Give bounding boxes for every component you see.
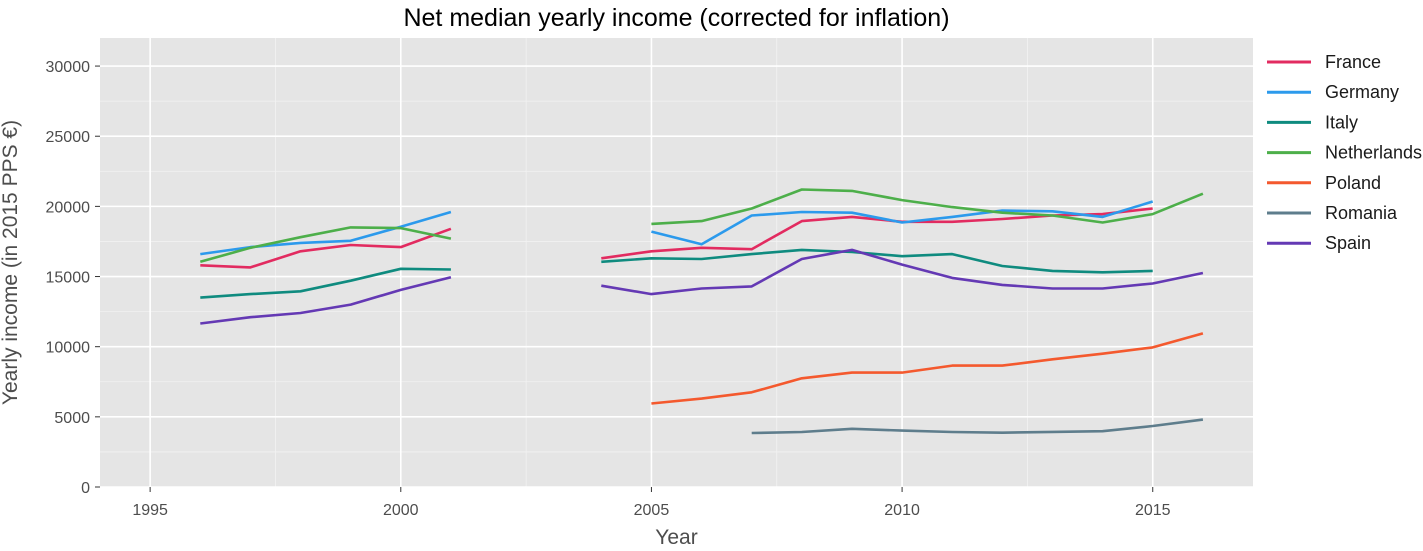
legend: France Germany Italy Netherlands Poland Roman… bbox=[1267, 52, 1422, 253]
series-spain bbox=[200, 248, 1204, 325]
x-tick-label: 2000 bbox=[383, 502, 419, 519]
y-tick-label: 10000 bbox=[46, 340, 91, 357]
series-line-netherlands bbox=[199, 226, 452, 264]
series-line-romania bbox=[751, 418, 1204, 435]
series-line-germany bbox=[200, 210, 452, 256]
legend-item-france: France bbox=[1267, 52, 1381, 72]
series-romania bbox=[751, 418, 1204, 435]
series-lines bbox=[199, 188, 1204, 435]
y-tick-label: 20000 bbox=[46, 199, 91, 216]
chart-title: Net median yearly income (corrected for … bbox=[403, 4, 949, 32]
y-tick-label: 15000 bbox=[46, 270, 91, 287]
legend-label: Spain bbox=[1325, 233, 1371, 253]
legend-label: Netherlands bbox=[1325, 143, 1422, 163]
x-tick-label: 2010 bbox=[884, 502, 920, 519]
y-tick-label: 0 bbox=[81, 480, 90, 497]
series-line-spain bbox=[601, 248, 1204, 296]
legend-item-netherlands: Netherlands bbox=[1267, 143, 1422, 163]
series-line-france bbox=[601, 207, 1153, 260]
series-poland bbox=[651, 332, 1204, 405]
y-tick-label: 5000 bbox=[54, 410, 90, 427]
x-axis-title: Year bbox=[655, 526, 697, 546]
series-line-poland bbox=[651, 332, 1204, 405]
series-line-france bbox=[200, 227, 452, 269]
series-netherlands bbox=[199, 188, 1204, 264]
plot-background bbox=[100, 38, 1253, 487]
series-line-spain bbox=[200, 275, 452, 325]
legend-label: France bbox=[1325, 52, 1381, 72]
legend-label: Germany bbox=[1325, 82, 1399, 102]
legend-label: Romania bbox=[1325, 203, 1398, 223]
series-italy bbox=[200, 248, 1153, 299]
legend-item-romania: Romania bbox=[1267, 203, 1398, 223]
gridlines bbox=[100, 38, 1253, 488]
series-line-germany bbox=[651, 200, 1154, 246]
series-france bbox=[200, 207, 1153, 269]
legend-label: Italy bbox=[1325, 112, 1358, 132]
legend-item-spain: Spain bbox=[1267, 233, 1371, 253]
y-axis-title: Yearly income (in 2015 PPS €) bbox=[0, 120, 22, 405]
legend-item-italy: Italy bbox=[1267, 112, 1358, 132]
axes: 1995 2000 2005 2010 2015 0 5000 10000 15000 20000… bbox=[46, 59, 1171, 519]
x-tick-label: 2005 bbox=[634, 502, 670, 519]
legend-label: Poland bbox=[1325, 173, 1381, 193]
y-tick-label: 25000 bbox=[46, 129, 91, 146]
legend-item-poland: Poland bbox=[1267, 173, 1381, 193]
series-line-netherlands bbox=[651, 188, 1204, 226]
x-tick-label: 1995 bbox=[132, 502, 168, 519]
x-tick-label: 2015 bbox=[1135, 502, 1171, 519]
series-line-italy bbox=[601, 248, 1153, 274]
legend-item-germany: Germany bbox=[1267, 82, 1399, 102]
series-line-italy bbox=[200, 267, 451, 299]
y-tick-label: 30000 bbox=[46, 59, 91, 76]
series-germany bbox=[200, 200, 1154, 256]
